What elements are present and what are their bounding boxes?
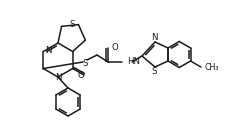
Text: O: O [112, 42, 118, 51]
Text: N: N [150, 34, 157, 42]
Text: S: S [151, 66, 156, 76]
Text: O: O [77, 71, 84, 80]
Text: S: S [82, 59, 87, 67]
Text: S: S [69, 20, 74, 29]
Text: N: N [54, 72, 61, 81]
Text: N: N [45, 46, 52, 55]
Text: CH₃: CH₃ [204, 62, 218, 71]
Text: HN: HN [126, 57, 139, 66]
